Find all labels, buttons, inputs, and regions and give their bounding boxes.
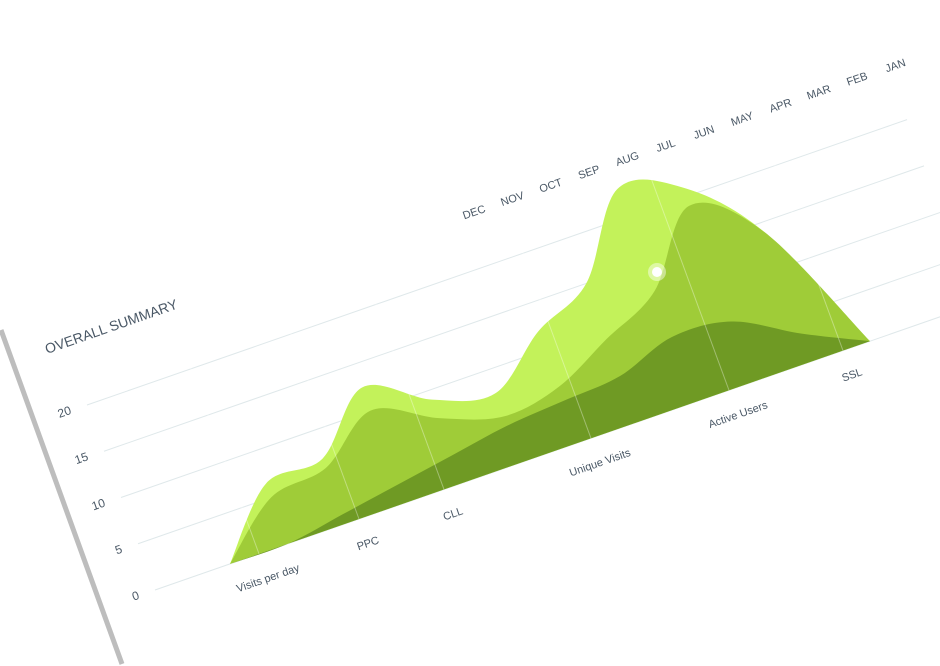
guide-line — [754, 109, 844, 351]
y-tick-label: 5 — [113, 542, 124, 558]
y-tick-label: 15 — [73, 449, 91, 467]
guide-line — [640, 149, 730, 391]
y-tick-label: 20 — [56, 403, 74, 421]
plot — [86, 109, 940, 591]
guide-line — [270, 278, 360, 520]
y-tick-label: 0 — [130, 588, 141, 604]
guide-line — [502, 197, 592, 439]
card-edge — [0, 329, 125, 665]
area — [230, 202, 870, 564]
y-tick-label: 10 — [90, 496, 108, 514]
grid-line — [103, 165, 925, 452]
guide-line — [170, 313, 260, 554]
area — [230, 321, 870, 564]
grid-line — [86, 119, 908, 406]
guide-line — [355, 248, 445, 490]
marker — [652, 267, 662, 277]
